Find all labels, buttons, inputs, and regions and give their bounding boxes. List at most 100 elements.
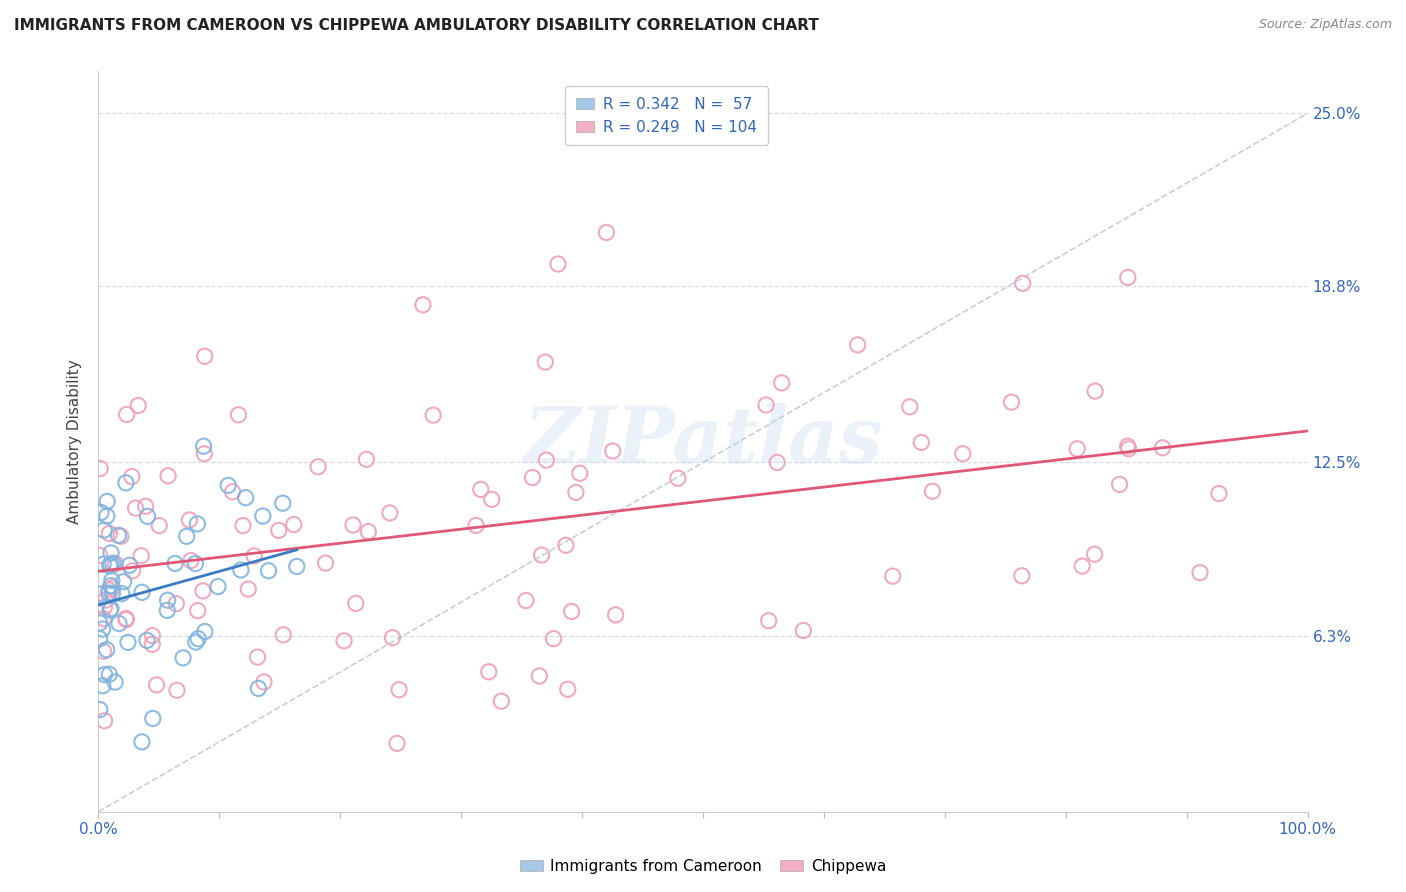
Point xyxy=(107,528,129,542)
Point xyxy=(478,665,501,679)
Point xyxy=(172,651,194,665)
Point xyxy=(243,549,266,563)
Point xyxy=(89,587,111,601)
Point xyxy=(1084,384,1107,398)
Point xyxy=(166,683,188,698)
Point xyxy=(515,593,537,607)
Point xyxy=(93,612,115,626)
Point xyxy=(191,583,214,598)
Point xyxy=(136,509,159,524)
Point xyxy=(470,483,492,497)
Point xyxy=(97,582,120,597)
Point xyxy=(235,491,257,505)
Point xyxy=(1208,486,1230,500)
Point xyxy=(557,682,579,697)
Point xyxy=(97,586,120,600)
Point xyxy=(388,682,411,697)
Point xyxy=(465,518,488,533)
Point xyxy=(285,559,308,574)
Point xyxy=(307,459,329,474)
Point xyxy=(547,257,569,271)
Point xyxy=(148,518,170,533)
Point xyxy=(141,637,163,651)
Point xyxy=(666,471,689,485)
Point xyxy=(135,500,157,514)
Point xyxy=(104,557,127,571)
Point xyxy=(145,678,167,692)
Point xyxy=(412,298,434,312)
Point xyxy=(529,669,551,683)
Point xyxy=(93,523,115,537)
Point xyxy=(530,548,553,562)
Point xyxy=(111,587,134,601)
Point xyxy=(89,549,111,563)
Point xyxy=(770,376,793,390)
Point xyxy=(1188,566,1211,580)
Point xyxy=(1108,477,1130,491)
Point xyxy=(882,569,904,583)
Point xyxy=(124,501,146,516)
Point xyxy=(93,714,115,728)
Point xyxy=(93,599,115,614)
Point xyxy=(117,635,139,649)
Point xyxy=(1011,277,1033,291)
Point xyxy=(246,650,269,665)
Point xyxy=(543,632,565,646)
Point xyxy=(252,509,274,524)
Point xyxy=(156,603,179,617)
Point xyxy=(141,629,163,643)
Point xyxy=(98,558,121,573)
Point xyxy=(481,492,503,507)
Point xyxy=(846,338,869,352)
Point xyxy=(96,509,118,524)
Point xyxy=(100,546,122,560)
Point xyxy=(187,604,209,618)
Point xyxy=(179,513,201,527)
Point xyxy=(96,642,118,657)
Point xyxy=(118,558,141,573)
Point xyxy=(910,435,932,450)
Point xyxy=(176,529,198,543)
Text: ZIPatlas: ZIPatlas xyxy=(523,403,883,480)
Point xyxy=(110,529,132,543)
Point xyxy=(115,613,138,627)
Point xyxy=(247,681,270,696)
Text: Source: ZipAtlas.com: Source: ZipAtlas.com xyxy=(1258,18,1392,31)
Point xyxy=(89,615,111,630)
Point xyxy=(1116,439,1139,453)
Point xyxy=(129,549,152,563)
Point xyxy=(165,597,187,611)
Legend: R = 0.342   N =  57, R = 0.249   N = 104: R = 0.342 N = 57, R = 0.249 N = 104 xyxy=(565,87,768,145)
Point xyxy=(344,596,367,610)
Point xyxy=(89,632,111,646)
Point xyxy=(184,635,207,649)
Point xyxy=(131,585,153,599)
Point xyxy=(96,494,118,508)
Point xyxy=(1000,395,1022,409)
Point xyxy=(1071,559,1094,574)
Point xyxy=(238,582,260,596)
Point xyxy=(228,408,250,422)
Point xyxy=(91,679,114,693)
Point xyxy=(267,524,290,538)
Point xyxy=(101,574,124,588)
Point xyxy=(378,506,401,520)
Point xyxy=(94,593,117,607)
Point xyxy=(121,564,143,578)
Point xyxy=(115,611,138,625)
Point xyxy=(283,517,305,532)
Point xyxy=(101,556,124,570)
Point xyxy=(522,470,544,484)
Point xyxy=(112,574,135,589)
Legend: Immigrants from Cameroon, Chippewa: Immigrants from Cameroon, Chippewa xyxy=(513,853,893,880)
Point xyxy=(422,408,444,422)
Point xyxy=(792,624,814,638)
Point xyxy=(602,444,624,458)
Point xyxy=(180,553,202,567)
Point xyxy=(91,558,114,572)
Point xyxy=(1152,441,1174,455)
Point xyxy=(98,526,121,541)
Point xyxy=(755,398,778,412)
Point xyxy=(952,447,974,461)
Point xyxy=(534,355,557,369)
